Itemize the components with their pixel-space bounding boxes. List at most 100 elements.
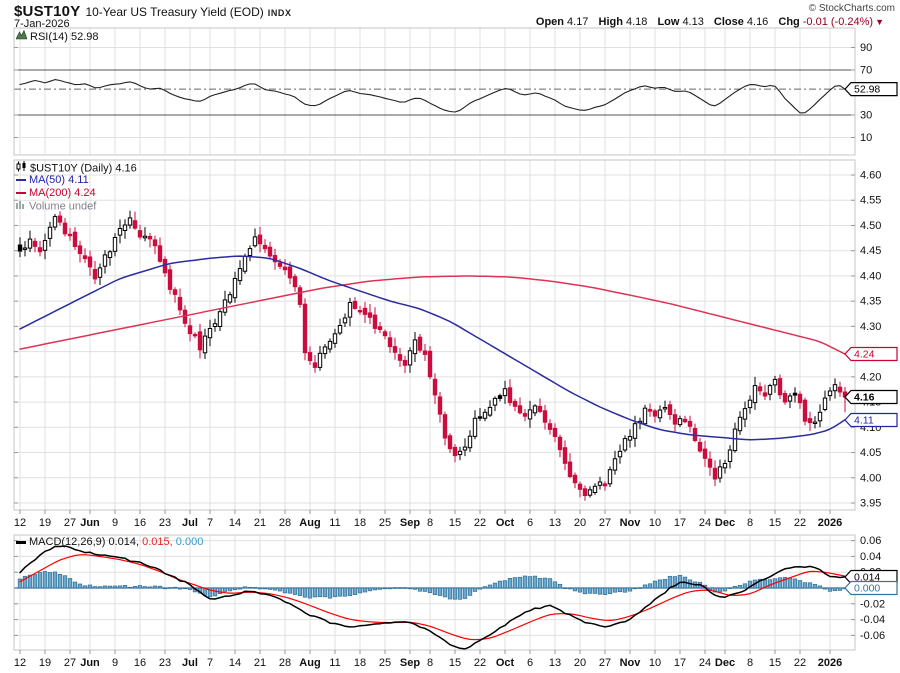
close-value: 4.16 xyxy=(746,16,769,28)
svg-text:21: 21 xyxy=(254,517,266,529)
svg-text:10: 10 xyxy=(860,132,872,144)
svg-text:21: 21 xyxy=(254,657,266,669)
candlestick-icon xyxy=(16,161,27,176)
open-value: 4.17 xyxy=(567,16,589,28)
svg-text:12: 12 xyxy=(14,657,26,669)
svg-text:13: 13 xyxy=(549,657,561,669)
svg-text:2026: 2026 xyxy=(818,657,842,669)
low-value: 4.13 xyxy=(682,16,704,28)
gridlines xyxy=(14,28,855,650)
macd-panel xyxy=(17,545,848,650)
macd-line xyxy=(19,545,846,650)
rsi-line xyxy=(19,79,846,114)
svg-text:24: 24 xyxy=(699,657,711,669)
svg-text:28: 28 xyxy=(279,657,291,669)
svg-text:14: 14 xyxy=(229,517,241,529)
svg-text:10: 10 xyxy=(649,657,661,669)
chart-date: 7-Jan-2026 xyxy=(14,18,70,30)
open-label: Open xyxy=(535,16,565,28)
price-legend: $UST10Y (Daily) 4.16 MA(50) 4.11 MA(200)… xyxy=(16,161,137,213)
svg-text:Oct: Oct xyxy=(496,517,515,529)
svg-text:15: 15 xyxy=(449,517,461,529)
svg-text:Dec: Dec xyxy=(715,517,735,529)
svg-text:6: 6 xyxy=(527,657,533,669)
svg-text:0.000: 0.000 xyxy=(854,583,880,595)
svg-text:4.40: 4.40 xyxy=(860,270,881,282)
low-label: Low xyxy=(657,16,680,28)
rsi-indicator-icon xyxy=(15,29,28,44)
macd-legend: MACD(12,26,9) 0.014, 0.015, 0.000 xyxy=(16,536,203,549)
svg-text:Aug: Aug xyxy=(299,517,320,529)
svg-text:20: 20 xyxy=(574,657,586,669)
svg-text:0.014: 0.014 xyxy=(854,572,880,584)
candlesticks xyxy=(17,210,848,501)
macd-legend-signal: 0.015, xyxy=(142,536,173,548)
svg-text:18: 18 xyxy=(354,657,366,669)
svg-text:4.35: 4.35 xyxy=(860,296,881,308)
svg-text:4.16: 4.16 xyxy=(854,392,875,404)
chg-label: Chg xyxy=(778,16,800,28)
svg-text:Sep: Sep xyxy=(400,517,420,529)
svg-text:-0.04: -0.04 xyxy=(860,614,885,626)
svg-text:Nov: Nov xyxy=(620,657,642,669)
price-legend-ma200-row: MA(200) 4.24 xyxy=(16,187,137,200)
svg-text:22: 22 xyxy=(794,657,806,669)
svg-text:3.95: 3.95 xyxy=(860,498,881,510)
svg-text:22: 22 xyxy=(794,517,806,529)
svg-text:28: 28 xyxy=(279,517,291,529)
rsi-legend-label: RSI(14) 52.98 xyxy=(30,30,99,43)
svg-text:Sep: Sep xyxy=(400,657,420,669)
svg-text:24: 24 xyxy=(699,517,711,529)
svg-text:11: 11 xyxy=(329,657,340,669)
ma200-line xyxy=(19,275,846,355)
instrument-title: 10-Year US Treasury Yield (EOD) xyxy=(85,5,264,19)
high-label: High xyxy=(598,16,623,28)
svg-text:30: 30 xyxy=(860,110,872,122)
price-legend-volume: Volume undef xyxy=(29,200,97,213)
svg-text:23: 23 xyxy=(159,517,171,529)
ohlc-readout: Open 4.17 High 4.18 Low 4.13 Close 4.16 Chg -… xyxy=(536,16,884,28)
svg-text:11: 11 xyxy=(329,517,340,529)
price-legend-ma50: MA(50) 4.11 xyxy=(29,174,89,186)
svg-text:25: 25 xyxy=(379,517,391,529)
rsi-panel xyxy=(19,79,846,114)
ma50-line xyxy=(19,255,846,441)
chart-header: $UST10Y 10-Year US Treasury Yield (EOD) IN… xyxy=(14,3,292,21)
price-legend-ma50-row: MA(50) 4.11 xyxy=(16,174,137,187)
svg-text:27: 27 xyxy=(599,517,611,529)
macd-legend-hist: 0.000 xyxy=(175,536,204,548)
down-arrow-icon: ▼ xyxy=(875,17,884,27)
svg-text:4.60: 4.60 xyxy=(860,170,881,182)
price-legend-volume-row: Volume undef xyxy=(16,200,137,213)
price-panel-border xyxy=(13,159,856,511)
svg-text:9: 9 xyxy=(112,517,118,529)
svg-text:4.00: 4.00 xyxy=(860,472,881,484)
svg-text:16: 16 xyxy=(134,517,146,529)
svg-text:15: 15 xyxy=(449,657,461,669)
svg-text:8: 8 xyxy=(747,657,753,669)
svg-text:4.24: 4.24 xyxy=(854,349,875,361)
svg-text:17: 17 xyxy=(674,517,686,529)
svg-text:7: 7 xyxy=(207,657,213,669)
svg-text:8: 8 xyxy=(747,517,753,529)
price-legend-symbol-row: $UST10Y (Daily) 4.16 xyxy=(16,161,137,174)
svg-text:15: 15 xyxy=(769,517,781,529)
svg-text:Jun: Jun xyxy=(80,517,100,529)
svg-text:12: 12 xyxy=(14,517,26,529)
svg-text:-0.02: -0.02 xyxy=(860,598,885,610)
svg-text:4.45: 4.45 xyxy=(860,245,881,257)
svg-text:18: 18 xyxy=(354,517,366,529)
ma200-line-icon xyxy=(16,192,26,195)
svg-text:Jul: Jul xyxy=(182,657,198,669)
svg-text:27: 27 xyxy=(64,517,76,529)
svg-text:22: 22 xyxy=(474,517,486,529)
svg-text:6: 6 xyxy=(527,517,533,529)
symbol-label: $UST10Y xyxy=(14,3,81,20)
svg-text:19: 19 xyxy=(39,517,51,529)
svg-text:16: 16 xyxy=(134,657,146,669)
svg-text:19: 19 xyxy=(39,657,51,669)
svg-text:Nov: Nov xyxy=(620,517,642,529)
rsi-legend: RSI(14) 52.98 xyxy=(15,29,99,44)
